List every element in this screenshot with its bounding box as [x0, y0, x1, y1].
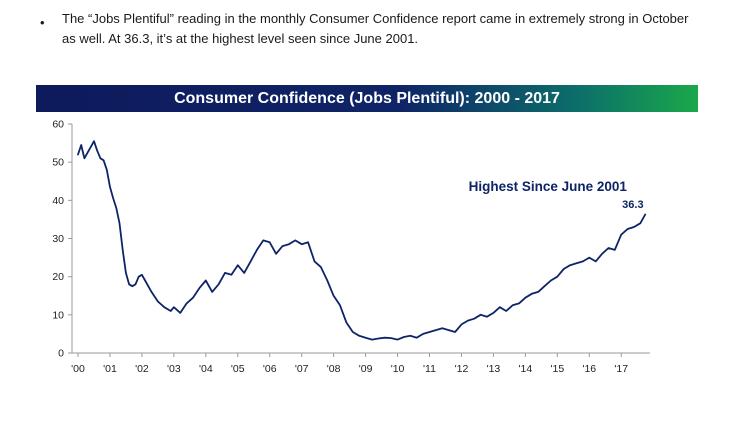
x-tick-label-14: '14 [519, 363, 533, 375]
x-tick-label-7: '07 [295, 363, 309, 375]
y-tick-label-10: 10 [52, 309, 64, 321]
chart-title: Consumer Confidence (Jobs Plentiful): 20… [174, 89, 560, 107]
bullet-text: The “Jobs Plentiful” reading in the mont… [62, 11, 689, 46]
series-line-0 [77, 140, 647, 341]
x-tick-label-5: '05 [231, 363, 245, 375]
x-tick-label-16: '16 [582, 363, 596, 375]
y-tick-label-20: 20 [52, 271, 64, 283]
x-tick-label-9: '09 [359, 363, 373, 375]
chart-series-layer [77, 140, 647, 341]
x-tick-label-0: '00 [71, 363, 85, 375]
y-tick-label-30: 30 [52, 233, 64, 245]
y-tick-label-40: 40 [52, 195, 64, 207]
bullet-paragraph: • The “Jobs Plentiful” reading in the mo… [40, 9, 700, 49]
bullet-marker: • [40, 15, 45, 30]
y-tick-label-60: 60 [52, 119, 64, 131]
annotation-label: Highest Since June 2001 [469, 179, 628, 194]
y-tick-label-0: 0 [58, 348, 64, 360]
x-tick-label-8: '08 [327, 363, 341, 375]
x-tick-label-15: '15 [550, 363, 564, 375]
x-tick-label-2: '02 [135, 363, 149, 375]
x-tick-label-11: '11 [423, 363, 436, 375]
chart-annotation-layer: Highest Since June 2001 36.3 [469, 179, 644, 211]
x-tick-label-4: '04 [199, 363, 213, 375]
x-tick-label-10: '10 [391, 363, 405, 375]
x-tick-label-12: '12 [455, 363, 469, 375]
x-tick-label-17: '17 [614, 363, 628, 375]
last-value-label: 36.3 [622, 199, 643, 211]
x-tick-label-13: '13 [487, 363, 501, 375]
line-chart: 0 10 20 30 40 50 60 '00 '01 '02 '03 '04 '05 '06 '07 '08… [52, 119, 650, 375]
y-tick-label-50: 50 [52, 157, 64, 169]
chart-axes: 0 10 20 30 40 50 60 '00 '01 '02 '03 '04 '05 '06 '07 '08… [52, 119, 650, 375]
x-tick-label-1: '01 [103, 363, 117, 375]
chart-title-bar: Consumer Confidence (Jobs Plentiful): 20… [36, 85, 698, 112]
x-tick-label-3: '03 [167, 363, 181, 375]
x-tick-label-6: '06 [263, 363, 277, 375]
